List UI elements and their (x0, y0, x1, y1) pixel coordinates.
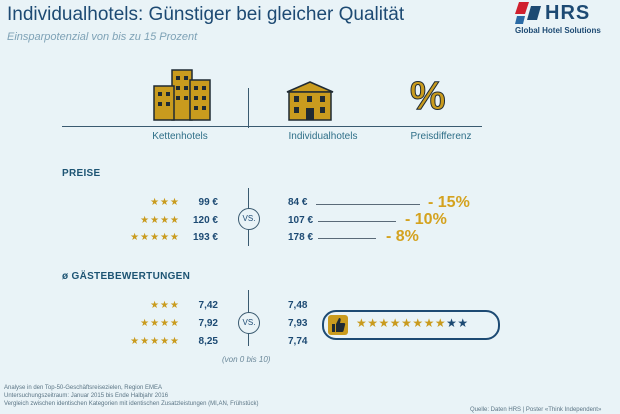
individual-price: 178 € (288, 232, 314, 243)
star-filled-icon: ★ (401, 316, 413, 330)
hrs-logo: HRS Global Hotel Solutions (515, 2, 615, 40)
star-filled-icon: ★ (423, 316, 435, 330)
individual-rating: 7,48 (288, 300, 308, 311)
star-rating: ★★★★ (140, 318, 180, 329)
column-label-individual: Individualhotels (288, 131, 358, 142)
star-empty-icon: ★ (457, 316, 469, 330)
chain-rating: 8,25 (198, 336, 218, 347)
logo-brand: HRS (545, 2, 591, 24)
individual-price: 107 € (288, 215, 314, 226)
header-column-divider (248, 88, 249, 128)
section-heading-ratings: ø GÄSTEBEWERTUNGEN (62, 271, 191, 282)
column-label-chain: Kettenhotels (152, 131, 208, 142)
footer-source: Quelle: Daten HRS | Poster «Think Indepe… (470, 407, 602, 413)
individual-hotel-icon (286, 81, 334, 121)
star-filled-icon: ★ (367, 316, 379, 330)
page-title: Individualhotels: Günstiger bei gleicher… (7, 4, 405, 25)
star-rating: ★★★★★ (130, 232, 180, 243)
price-diff-bar (318, 238, 376, 239)
star-rating: ★★★★ (140, 215, 180, 226)
star-filled-icon: ★ (389, 316, 402, 330)
individual-price: 84 € (288, 197, 308, 208)
section-heading-prices: PREISE (62, 168, 101, 179)
star-filled-icon: ★ (412, 316, 424, 330)
column-label-difference: Preisdifferenz (410, 131, 472, 142)
price-diff: - 15% (428, 194, 470, 211)
logo-tagline: Global Hotel Solutions (515, 26, 601, 35)
thumbs-up-glyph-icon (332, 318, 346, 332)
percent-icon: % (410, 74, 447, 119)
rating-stars: ★★★★★★★★★★ (356, 316, 469, 330)
star-filled-icon: ★ (378, 316, 390, 330)
star-filled-icon: ★ (434, 316, 447, 330)
chain-price: 99 € (198, 197, 218, 208)
ratings-vs-badge: VS. (238, 312, 260, 334)
star-rating: ★★★ (150, 197, 180, 208)
price-diff-bar (318, 221, 396, 222)
prices-vs-badge: VS. (238, 208, 260, 230)
footer-note-2: Untersuchungszeitraum: Januar 2015 bis E… (4, 393, 169, 399)
chain-rating: 7,42 (198, 300, 218, 311)
chain-hotel-icon (153, 69, 211, 121)
star-filled-icon: ★ (356, 316, 368, 330)
hrs-logo-mark-icon (515, 2, 541, 24)
price-diff: - 10% (405, 211, 447, 228)
price-diff-bar (316, 204, 420, 205)
chain-price: 120 € (192, 215, 218, 226)
individual-rating: 7,74 (288, 336, 308, 347)
page-subtitle: Einsparpotenzial von bis zu 15 Prozent (7, 31, 198, 43)
footer-note-3: Vergleich zwischen identischen Kategorie… (4, 401, 259, 407)
rating-scale-note: (von 0 bis 10) (222, 355, 271, 364)
price-diff: - 8% (386, 228, 419, 245)
chain-price: 193 € (192, 232, 218, 243)
header-divider (62, 126, 482, 127)
thumbs-up-icon (328, 315, 348, 335)
chain-rating: 7,92 (198, 318, 218, 329)
rating-display: ★★★★★★★★★★ (322, 310, 500, 340)
individual-rating: 7,93 (288, 318, 308, 329)
star-rating: ★★★★★ (130, 336, 180, 347)
star-empty-icon: ★ (446, 316, 458, 330)
star-rating: ★★★ (150, 300, 180, 311)
footer-note-1: Analyse in den Top-50-Geschäftsreiseziel… (4, 385, 162, 391)
